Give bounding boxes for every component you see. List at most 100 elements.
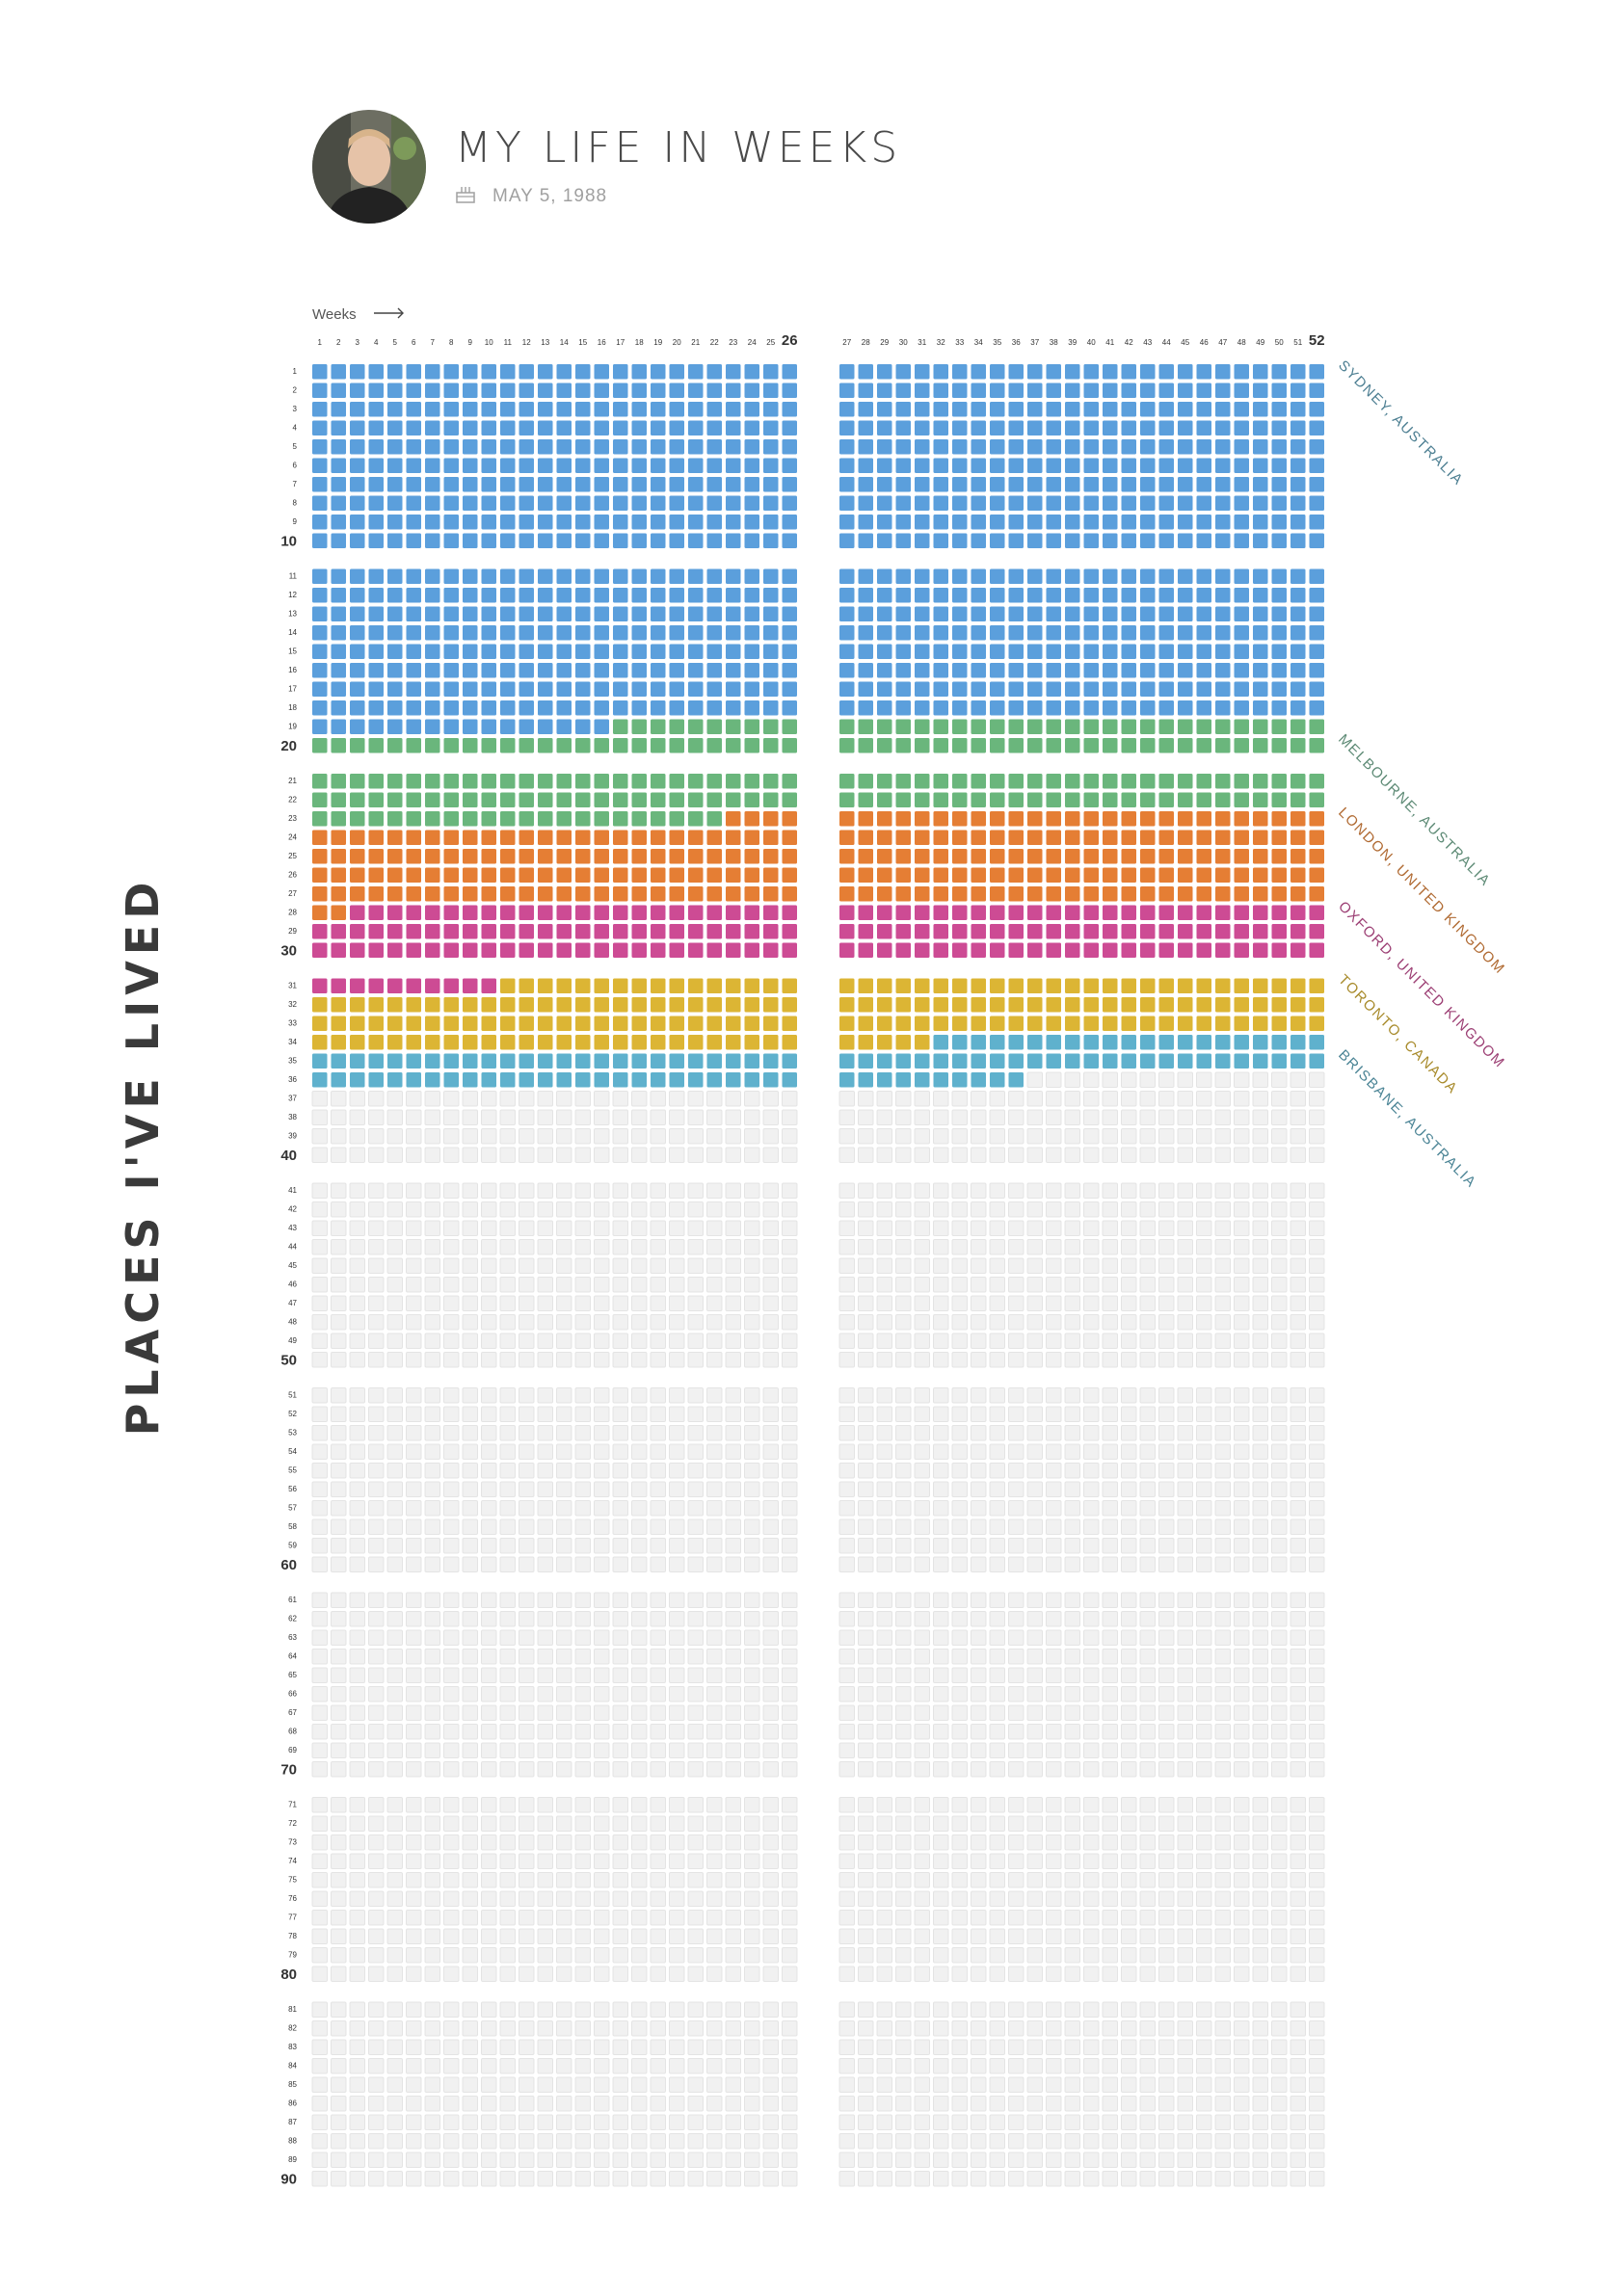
week-cell	[706, 1872, 723, 1888]
week-cell	[424, 1966, 440, 1982]
week-cell	[1008, 2076, 1024, 2093]
week-cell	[1046, 2114, 1062, 2130]
week-cell	[500, 515, 516, 530]
week-cell	[481, 1761, 497, 1778]
week-cell	[424, 1797, 440, 1813]
week-cell	[481, 1910, 497, 1926]
week-cell	[406, 1035, 421, 1050]
week-cell	[1271, 1352, 1288, 1368]
week-cell	[1196, 2001, 1212, 2018]
week-cell	[631, 1443, 648, 1460]
week-cell	[1271, 1239, 1288, 1255]
week-cell	[386, 1629, 403, 1646]
week-cell	[782, 1053, 797, 1069]
week-cell	[1271, 2001, 1288, 2018]
week-cell	[838, 1201, 855, 1218]
week-cell	[706, 774, 722, 789]
week-cell	[669, 1872, 685, 1888]
week-cell	[612, 1910, 628, 1926]
week-cell	[1065, 402, 1080, 417]
week-cell	[688, 886, 704, 902]
week-cell	[877, 1072, 892, 1088]
week-cell	[1026, 1220, 1043, 1236]
week-cell	[1046, 1518, 1062, 1535]
week-cell	[1177, 1201, 1193, 1218]
week-cell	[951, 2171, 968, 2187]
week-cell	[519, 942, 534, 958]
week-cell	[331, 1910, 347, 1926]
week-cell	[971, 1443, 987, 1460]
week-cell	[951, 1815, 968, 1832]
week-cell	[1271, 1686, 1288, 1702]
avatar	[312, 110, 426, 224]
week-cell	[990, 774, 1005, 789]
week-cell	[312, 495, 328, 511]
week-cell	[1253, 383, 1268, 398]
week-cell	[706, 644, 722, 659]
week-cell	[1158, 663, 1174, 678]
week-cell	[895, 830, 911, 845]
week-cell	[1271, 1629, 1288, 1646]
week-cell	[556, 1128, 572, 1145]
week-cell	[1083, 867, 1099, 883]
week-cell	[1290, 719, 1306, 734]
week-cell	[425, 1072, 440, 1088]
week-cell	[669, 1257, 685, 1274]
week-cell	[1215, 1035, 1231, 1050]
week-cell	[368, 2096, 385, 2112]
week-cell	[687, 1425, 704, 1441]
week-cell	[782, 792, 797, 807]
week-cell	[1083, 625, 1099, 641]
week-cell	[462, 1257, 478, 1274]
week-cell	[895, 1333, 912, 1349]
week-cell	[725, 1277, 741, 1293]
week-cell	[1103, 681, 1118, 697]
week-cell	[1290, 420, 1306, 435]
week-cell	[1121, 1333, 1137, 1349]
week-cell	[424, 2058, 440, 2074]
week-cell	[368, 1053, 384, 1069]
week-cell	[1026, 1761, 1043, 1778]
year-tick-label: 3	[293, 405, 298, 413]
week-cell	[1103, 458, 1118, 473]
week-cell	[1027, 1016, 1043, 1031]
week-cell	[406, 1239, 422, 1255]
week-cell	[499, 1387, 516, 1404]
week-cell	[311, 1966, 328, 1982]
week-cell	[895, 1966, 912, 1982]
week-cell	[349, 1387, 365, 1404]
week-cell	[1271, 1277, 1288, 1293]
week-cell	[312, 700, 328, 716]
week-cell	[838, 1890, 855, 1907]
week-cell	[838, 1797, 855, 1813]
week-cell	[1158, 1387, 1175, 1404]
week-cell	[1271, 1481, 1288, 1497]
week-cell	[331, 2020, 347, 2037]
week-cell	[895, 738, 911, 753]
week-cell	[349, 1425, 365, 1441]
week-cell	[499, 1686, 516, 1702]
week-cell	[537, 2039, 553, 2055]
week-cell	[744, 1890, 760, 1907]
week-cell	[463, 625, 478, 641]
week-cell	[1215, 738, 1231, 753]
week-cell	[1196, 1742, 1212, 1758]
week-cell	[1290, 2058, 1306, 2074]
week-cell	[424, 1649, 440, 1665]
week-cell	[1102, 1592, 1118, 1608]
week-cell	[989, 1815, 1005, 1832]
week-cell	[990, 439, 1005, 455]
week-cell	[368, 905, 384, 920]
week-cell	[1008, 2114, 1024, 2130]
week-cell	[669, 774, 684, 789]
week-cell	[443, 905, 459, 920]
week-cell	[481, 1128, 497, 1145]
week-cell	[1158, 458, 1174, 473]
week-cell	[519, 1295, 535, 1311]
week-cell	[706, 849, 722, 864]
week-cell	[574, 1649, 591, 1665]
week-cell	[876, 1797, 892, 1813]
week-cell	[762, 2096, 779, 2112]
week-cell	[443, 1352, 460, 1368]
week-cell	[462, 2096, 478, 2112]
